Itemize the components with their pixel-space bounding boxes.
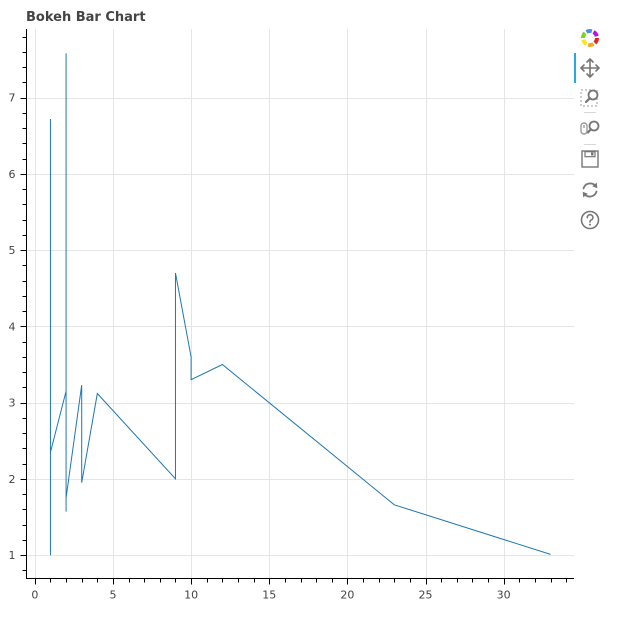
help-icon[interactable] (578, 208, 602, 232)
pan-icon[interactable] (578, 56, 602, 80)
bokeh-logo-icon[interactable] (578, 26, 602, 50)
reset-icon[interactable] (578, 178, 602, 202)
x-tick-label: 20 (340, 589, 354, 602)
grid (27, 29, 574, 578)
axes: 0 5 10 15 20 25 30 1 2 3 4 5 6 7 (9, 29, 574, 602)
toolbar (574, 24, 608, 244)
x-tick-label: 5 (109, 589, 116, 602)
wheel-zoom-icon[interactable] (578, 117, 602, 141)
y-tick-label: 6 (9, 168, 16, 181)
save-icon[interactable] (578, 147, 602, 171)
x-tick-label: 25 (419, 589, 433, 602)
toolbar-separator (584, 144, 596, 145)
series-line (49, 53, 551, 556)
x-tick-label: 15 (262, 589, 276, 602)
chart-title: Bokeh Bar Chart (26, 10, 146, 25)
box-zoom-icon[interactable] (578, 86, 602, 110)
toolbar-separator (584, 112, 596, 113)
y-tick-label: 4 (9, 320, 16, 333)
active-tool-indicator (574, 53, 576, 83)
y-tick-label: 2 (9, 473, 16, 486)
y-tick-label: 3 (9, 397, 16, 410)
y-tick-label: 1 (9, 549, 16, 562)
chart-canvas[interactable]: Bokeh Bar Chart 0 5 10 15 20 25 30 1 2 3 4 5 6 7 (0, 0, 574, 621)
series (49, 53, 551, 556)
x-tick-label: 30 (497, 589, 511, 602)
y-tick-label: 7 (9, 92, 16, 105)
x-tick-label: 10 (184, 589, 198, 602)
y-tick-label: 5 (9, 244, 16, 257)
x-tick-label: 0 (31, 589, 38, 602)
